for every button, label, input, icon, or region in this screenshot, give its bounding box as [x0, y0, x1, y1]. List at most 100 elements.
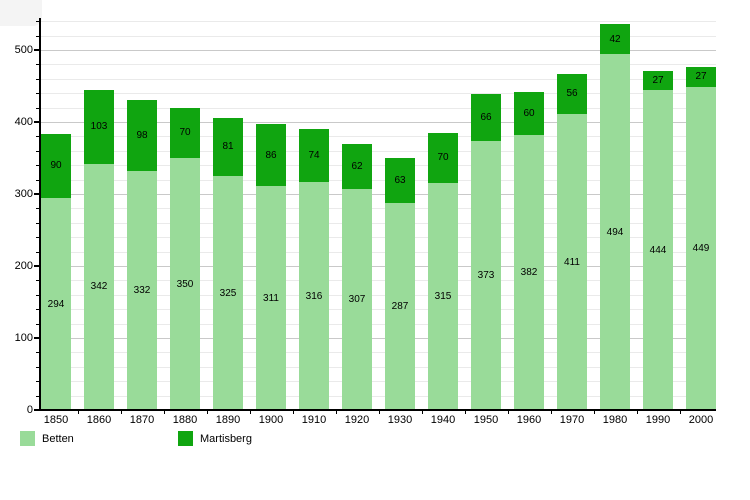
y-axis-minor-tick — [36, 280, 40, 282]
y-axis-minor-tick — [36, 107, 40, 109]
y-tick-label: 100 — [14, 332, 33, 344]
x-axis-tick — [636, 411, 638, 414]
bar-segment-betten: 325 — [213, 176, 243, 410]
gridline-minor — [41, 251, 716, 253]
gridline-major — [41, 266, 716, 267]
gridline-minor — [41, 179, 716, 181]
x-tick-label: 1850 — [43, 414, 69, 426]
x-tick-label: 1870 — [129, 414, 155, 426]
x-axis-tick — [378, 411, 380, 414]
gridline-minor — [41, 381, 716, 383]
y-tick-label: 500 — [14, 44, 33, 56]
y-axis-major-tick — [34, 121, 40, 123]
x-axis-tick — [464, 411, 466, 414]
y-axis-minor-tick — [36, 150, 40, 152]
legend: Betten Martisberg — [0, 431, 750, 449]
y-axis-minor-tick — [36, 237, 40, 239]
gridline-minor — [41, 21, 716, 23]
y-axis-minor-tick — [36, 64, 40, 66]
y-tick-label: 200 — [14, 260, 33, 272]
gridline-major — [41, 50, 716, 51]
x-tick-label: 1920 — [344, 414, 370, 426]
bar-segment-martisberg: 27 — [686, 67, 716, 87]
gridline-minor — [41, 107, 716, 109]
gridline-minor — [41, 150, 716, 152]
bar-segment-betten: 494 — [600, 54, 630, 410]
x-axis-tick — [163, 411, 165, 414]
x-axis-tick — [507, 411, 509, 414]
gridline-minor — [41, 222, 716, 224]
y-axis-major-tick — [34, 193, 40, 195]
x-tick-label: 1960 — [516, 414, 542, 426]
gridline-minor — [41, 165, 716, 167]
x-axis-tick — [249, 411, 251, 414]
x-axis-tick — [335, 411, 337, 414]
y-tick-label: 0 — [26, 404, 33, 416]
y-axis-minor-tick — [36, 352, 40, 354]
y-axis-line — [39, 18, 41, 411]
x-tick-label: 1880 — [172, 414, 198, 426]
gridline-minor — [41, 237, 716, 239]
x-axis-tick — [206, 411, 208, 414]
gridline-major — [41, 338, 716, 339]
x-axis-tick — [421, 411, 423, 414]
bar-segment-betten: 316 — [299, 182, 329, 410]
gridline-minor — [41, 93, 716, 95]
gridline-minor — [41, 78, 716, 80]
legend-swatch-martisberg — [178, 431, 193, 446]
x-tick-label: 1980 — [602, 414, 628, 426]
bar-segment-betten: 332 — [127, 170, 157, 410]
bar-segment-betten: 307 — [342, 188, 372, 410]
legend-label-betten: Betten — [42, 433, 74, 445]
gridline-minor — [41, 395, 716, 397]
bar-segment-betten: 444 — [643, 90, 673, 410]
gridline-minor — [41, 309, 716, 311]
y-axis-minor-tick — [36, 179, 40, 181]
x-axis-tick — [292, 411, 294, 414]
y-axis-major-tick — [34, 265, 40, 267]
bar-segment-martisberg: 70 — [428, 132, 458, 184]
bar-segment-betten: 342 — [84, 163, 114, 410]
y-axis-minor-tick — [36, 136, 40, 138]
x-axis-tick — [550, 411, 552, 414]
x-axis-line — [39, 409, 716, 411]
x-axis-tick — [679, 411, 681, 414]
x-tick-label: 1950 — [473, 414, 499, 426]
x-tick-label: 1940 — [430, 414, 456, 426]
legend-swatch-betten — [20, 431, 35, 446]
y-axis-minor-tick — [36, 21, 40, 23]
x-axis-tick — [593, 411, 595, 414]
y-axis-minor-tick — [36, 323, 40, 325]
x-tick-label: 1860 — [86, 414, 112, 426]
bar-segment-martisberg: 63 — [385, 158, 415, 204]
bar-segment-martisberg: 86 — [256, 124, 286, 187]
gridline-minor — [41, 280, 716, 282]
x-tick-label: 1890 — [215, 414, 241, 426]
y-tick-label: 400 — [14, 116, 33, 128]
y-axis-minor-tick — [36, 165, 40, 167]
legend-label-martisberg: Martisberg — [200, 433, 252, 445]
bar-segment-betten: 315 — [428, 183, 458, 410]
y-axis-major-tick — [34, 409, 40, 411]
bar-segment-martisberg: 66 — [471, 93, 501, 142]
y-axis-minor-tick — [36, 381, 40, 383]
x-axis-tick — [77, 411, 79, 414]
bar-segment-martisberg: 56 — [557, 73, 587, 115]
y-axis-minor-tick — [36, 309, 40, 311]
y-axis-minor-tick — [36, 222, 40, 224]
bar-segment-martisberg: 70 — [170, 107, 200, 158]
bar-segment-martisberg: 98 — [127, 100, 157, 171]
x-tick-label: 1990 — [645, 414, 671, 426]
gridline-minor — [41, 366, 716, 368]
y-axis-minor-tick — [36, 251, 40, 253]
gridline-minor — [41, 136, 716, 138]
corner-artifact — [0, 0, 42, 26]
x-tick-label: 1970 — [559, 414, 585, 426]
bar-segment-martisberg: 60 — [514, 91, 544, 135]
y-axis-minor-tick — [36, 35, 40, 37]
y-axis-major-tick — [34, 49, 40, 51]
bar-segment-martisberg: 42 — [600, 24, 630, 55]
bar-segment-betten: 373 — [471, 141, 501, 410]
bar-segment-betten: 411 — [557, 114, 587, 410]
